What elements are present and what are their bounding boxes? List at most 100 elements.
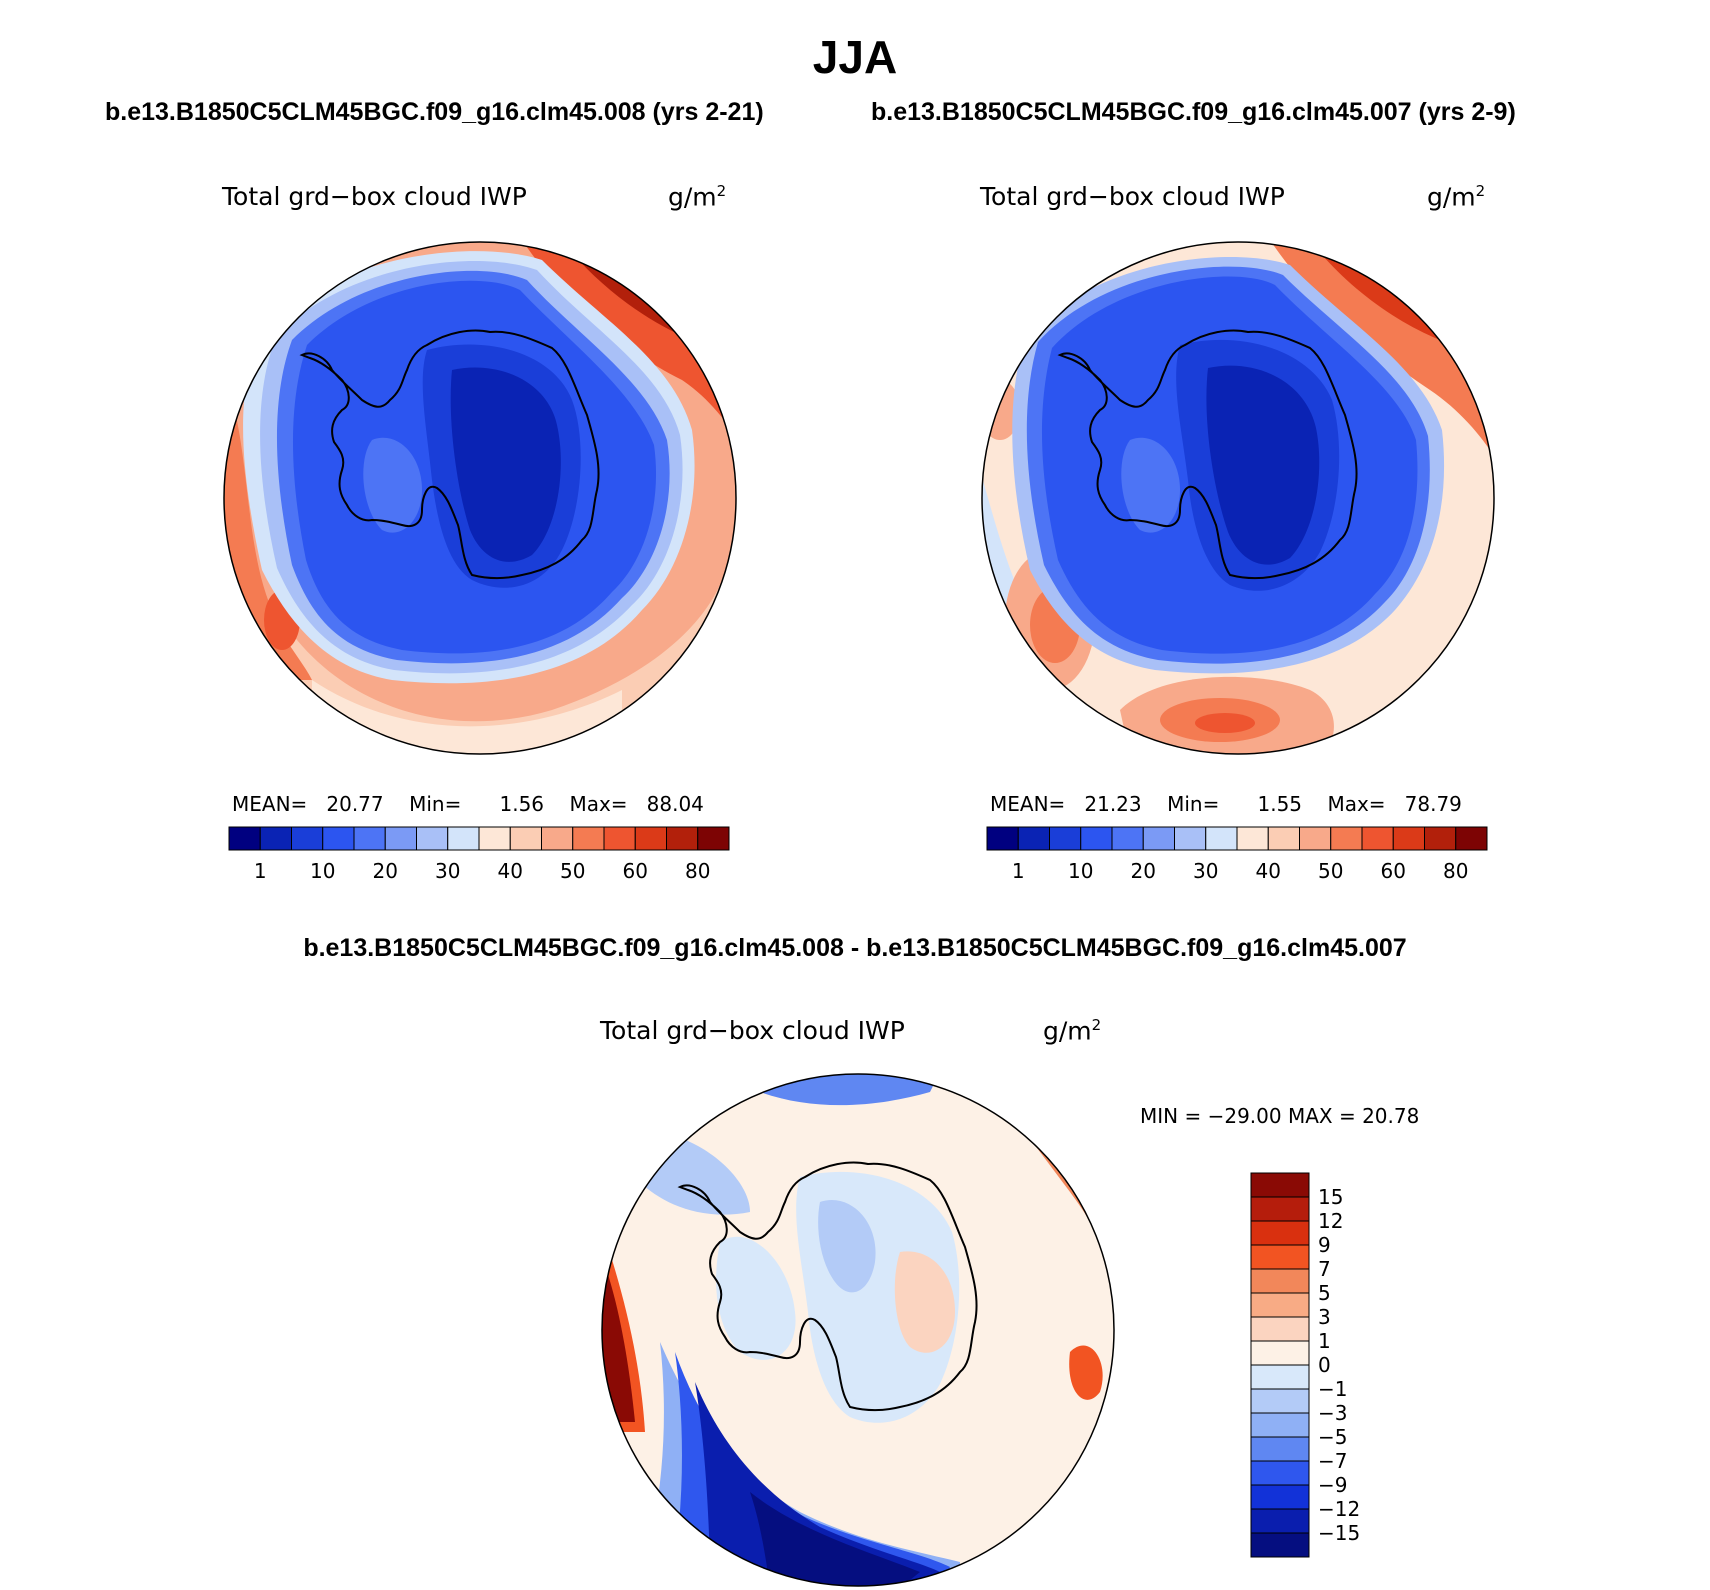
panel3-colorbar-label: 0 — [1318, 1353, 1331, 1377]
panel2-stats: MEAN= 21.23 Min= 1.55 Max= 78.79 — [990, 792, 1462, 816]
panel2-colorbar-cell — [1080, 826, 1113, 851]
panel3-colorbar-label: −9 — [1318, 1473, 1347, 1497]
panel2-colorbar-label: 1 — [1012, 859, 1025, 883]
panel2-colorbar-cell — [1361, 826, 1394, 851]
panel3-map — [601, 1073, 1115, 1587]
panel1-colorbar-cell — [228, 826, 261, 851]
panel2-colorbar-label: 20 — [1131, 859, 1156, 883]
panel1-max: 88.04 — [646, 792, 704, 816]
panel2-colorbar-cell — [1142, 826, 1175, 851]
panel1-colorbar-cell — [384, 826, 417, 851]
panel3-colorbar-label: 7 — [1318, 1257, 1331, 1281]
panel1-colorbar-cell — [697, 826, 730, 851]
panel1-mean-label: MEAN= — [232, 792, 308, 816]
panel1-colorbar-cell — [353, 826, 386, 851]
panel1-colorbar-cell — [291, 826, 324, 851]
panel1-colorbar-cell — [509, 826, 542, 851]
panel1-max-label: Max= — [569, 792, 628, 816]
panel3-colorbar-label: 5 — [1318, 1281, 1331, 1305]
case1-title: b.e13.B1850C5CLM45BGC.f09_g16.clm45.008 … — [105, 98, 764, 126]
panel1-colorbar-label: 1 — [254, 859, 267, 883]
panel3-colorbar-label: 3 — [1318, 1305, 1331, 1329]
panel1-colorbar-cell — [572, 826, 605, 851]
panel2-colorbar-cell — [1236, 826, 1269, 851]
panel3-colorbar-label: 9 — [1318, 1233, 1331, 1257]
panel2-colorbar-cell — [1017, 826, 1050, 851]
panel3-colorbar-label: 15 — [1318, 1185, 1343, 1209]
panel3-colorbar-cell — [1250, 1268, 1310, 1294]
panel2-colorbar-cell — [1111, 826, 1144, 851]
panel2-min: 1.55 — [1257, 792, 1303, 816]
panel3-colorbar-cell — [1250, 1460, 1310, 1486]
panel3-minmax: MIN = −29.00 MAX = 20.78 — [1140, 1104, 1420, 1128]
panel3-colorbar-cell — [1250, 1508, 1310, 1534]
panel2-min-label: Min= — [1167, 792, 1220, 816]
panel1-map — [223, 241, 737, 755]
panel3-colorbar-label: 12 — [1318, 1209, 1343, 1233]
panel2-colorbar-cell — [1299, 826, 1332, 851]
panel2-colorbar-cell — [1455, 826, 1488, 851]
figure-title: JJA — [812, 31, 898, 83]
panel3-colorbar-cell — [1250, 1292, 1310, 1318]
panel3-colorbar-label: −1 — [1318, 1377, 1347, 1401]
panel3-colorbar-label: −15 — [1318, 1521, 1360, 1545]
panel3-colorbar-label: 1 — [1318, 1329, 1331, 1353]
panel2-colorbar: 1 10 20 30 40 50 60 80 — [986, 826, 1488, 883]
panel3-colorbar-cell — [1250, 1364, 1310, 1390]
panel2-colorbar-cell — [1392, 826, 1425, 851]
panel2-mean-label: MEAN= — [990, 792, 1066, 816]
panel1-colorbar-label: 80 — [685, 859, 710, 883]
panel1-min: 1.56 — [499, 792, 545, 816]
panel3-units-label: g/m2 — [1043, 1016, 1102, 1046]
panel2-colorbar-cell — [1205, 826, 1238, 851]
panel3-colorbar-label: −3 — [1318, 1401, 1347, 1425]
panel1-colorbar-cell — [416, 826, 449, 851]
panel3-colorbar-cell — [1250, 1532, 1310, 1558]
case2-title: b.e13.B1850C5CLM45BGC.f09_g16.clm45.007 … — [871, 98, 1516, 126]
panel2-colorbar-cell — [1424, 826, 1457, 851]
panel1-colorbar-cell — [634, 826, 667, 851]
panel3-colorbar-cell — [1250, 1340, 1310, 1366]
panel2-colorbar-label: 80 — [1443, 859, 1468, 883]
panel2-colorbar-label: 30 — [1193, 859, 1218, 883]
panel2-colorbar-cell — [986, 826, 1019, 851]
panel1-mean: 20.77 — [326, 792, 384, 816]
panel1-colorbar-label: 50 — [560, 859, 585, 883]
panel2-colorbar-cell — [1330, 826, 1363, 851]
panel2-variable-label: Total grd−box cloud IWP — [980, 182, 1285, 211]
panel1-colorbar-cell — [603, 826, 636, 851]
panel3-colorbar-cell — [1250, 1484, 1310, 1510]
panel1-colorbar-cell — [478, 826, 511, 851]
difference-title: b.e13.B1850C5CLM45BGC.f09_g16.clm45.008 … — [303, 934, 1407, 962]
panel1-colorbar-cell — [666, 826, 699, 851]
panel1-colorbar-label: 20 — [373, 859, 398, 883]
panel2-max: 78.79 — [1404, 792, 1462, 816]
panel2-colorbar-label: 40 — [1256, 859, 1281, 883]
panel2-units-label: g/m2 — [1427, 182, 1486, 212]
panel1-colorbar-cell — [447, 826, 480, 851]
panel1-colorbar-label: 60 — [623, 859, 648, 883]
panel1-colorbar-label: 30 — [435, 859, 460, 883]
panel3-colorbar-cell — [1250, 1172, 1310, 1198]
panel3-colorbar-cell — [1250, 1412, 1310, 1438]
panel1-colorbar-cell — [259, 826, 292, 851]
panel2-colorbar-label: 10 — [1068, 859, 1093, 883]
panel2-colorbar-label: 60 — [1381, 859, 1406, 883]
panel2-map — [981, 241, 1495, 755]
panel3-colorbar-cell — [1250, 1244, 1310, 1270]
panel3-colorbar-cell — [1250, 1196, 1310, 1222]
panel1-colorbar-cell — [322, 826, 355, 851]
panel3-colorbar-label: −5 — [1318, 1425, 1347, 1449]
panel3-colorbar-label: −7 — [1318, 1449, 1347, 1473]
panel2-mean: 21.23 — [1084, 792, 1142, 816]
panel1-colorbar-label: 10 — [310, 859, 335, 883]
panel1-variable-label: Total grd−box cloud IWP — [222, 182, 527, 211]
panel1-stats: MEAN= 20.77 Min= 1.56 Max= 88.04 — [232, 792, 704, 816]
panel2-max-label: Max= — [1327, 792, 1386, 816]
panel3-colorbar-cell — [1250, 1388, 1310, 1414]
panel2-colorbar-cell — [1049, 826, 1082, 851]
panel2-colorbar-cell — [1267, 826, 1300, 851]
panel1-colorbar-cell — [541, 826, 574, 851]
